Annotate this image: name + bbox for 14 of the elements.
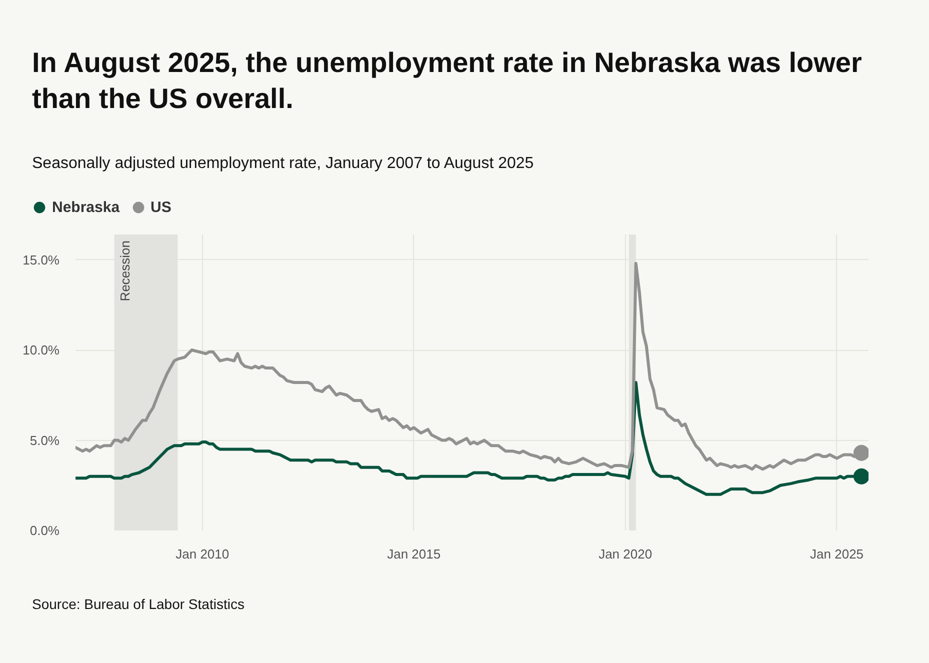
x-tick-label: Jan 2020: [598, 546, 652, 562]
y-tick-label: 5.0%: [30, 432, 60, 448]
y-tick-label: 0.0%: [30, 523, 60, 538]
y-tick-label: 15.0%: [22, 252, 60, 268]
chart-subtitle: Seasonally adjusted unemployment rate, January 2007 to August 2025: [31, 154, 534, 174]
source-note: Source: Bureau of Labor Statistics: [31, 595, 244, 613]
x-tick-label: Jan 2025: [810, 546, 864, 562]
band-label: Recession: [117, 240, 132, 302]
legend-label: Nebraska: [52, 198, 120, 216]
y-tick-label: 10.0%: [22, 342, 60, 358]
x-tick-label: Jan 2010: [176, 546, 230, 562]
legend-label: US: [150, 198, 172, 216]
x-tick-label: Jan 2015: [387, 546, 441, 562]
chart-title: In August 2025, the unemployment rate in Nebraska was lower than the US overall.: [31, 46, 862, 116]
